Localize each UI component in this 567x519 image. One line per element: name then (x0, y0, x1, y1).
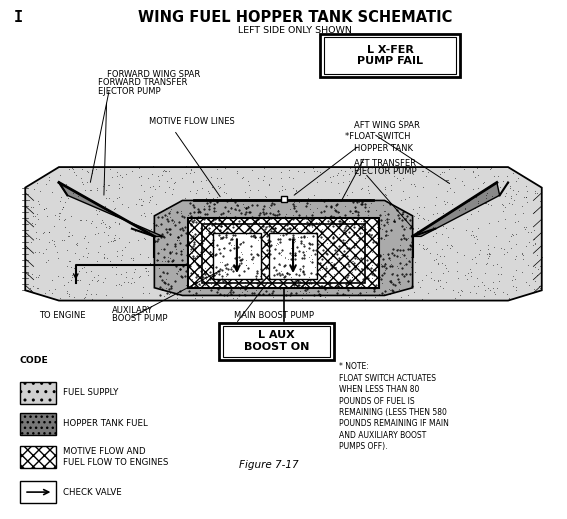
Bar (320, 34, 460, 77)
Bar (324, 37, 456, 74)
Text: CODE: CODE (20, 356, 48, 365)
Text: AFT TRANSFER: AFT TRANSFER (354, 159, 416, 168)
Text: MOTIVE FLOW LINES: MOTIVE FLOW LINES (149, 117, 235, 126)
Bar (202, 224, 365, 283)
Text: EJECTOR PUMP: EJECTOR PUMP (98, 87, 161, 96)
Text: EJECTOR PUMP: EJECTOR PUMP (354, 167, 416, 176)
Text: FUEL FLOW TO ENGINES: FUEL FLOW TO ENGINES (64, 458, 169, 467)
Bar (20, 381, 56, 404)
Text: CHECK VALVE: CHECK VALVE (64, 487, 122, 497)
Text: *FLOAT SWITCH: *FLOAT SWITCH (345, 132, 411, 141)
Text: TO ENGINE: TO ENGINE (39, 311, 86, 320)
Text: HOPPER TANK FUEL: HOPPER TANK FUEL (64, 419, 148, 428)
Bar (20, 413, 56, 435)
Text: LEFT SIDE ONLY SHOWN: LEFT SIDE ONLY SHOWN (238, 26, 352, 35)
Text: I: I (14, 10, 23, 25)
Text: FUEL SUPPLY: FUEL SUPPLY (64, 389, 119, 398)
Text: * NOTE:
FLOAT SWITCH ACTUATES
WHEN LESS THAN 80
POUNDS OF FUEL IS
REMAINING (LES: * NOTE: FLOAT SWITCH ACTUATES WHEN LESS … (338, 362, 448, 452)
Text: HOPPER TANK: HOPPER TANK (354, 144, 413, 153)
Bar (20, 481, 56, 503)
Bar (188, 218, 379, 288)
Text: L X-FER
PUMP FAIL: L X-FER PUMP FAIL (357, 45, 423, 66)
Text: BOOST PUMP: BOOST PUMP (112, 314, 168, 323)
Bar (20, 446, 56, 469)
Bar (219, 323, 334, 360)
Bar (269, 233, 317, 279)
Text: MOTIVE FLOW AND: MOTIVE FLOW AND (64, 447, 146, 456)
Text: MAIN BOOST PUMP: MAIN BOOST PUMP (234, 311, 314, 320)
Text: Figure 7-17: Figure 7-17 (239, 460, 298, 470)
Text: WING FUEL HOPPER TANK SCHEMATIC: WING FUEL HOPPER TANK SCHEMATIC (138, 10, 452, 25)
Text: L AUX
BOOST ON: L AUX BOOST ON (244, 330, 309, 352)
Polygon shape (26, 167, 541, 301)
Text: FORWARD TRANSFER: FORWARD TRANSFER (98, 78, 188, 88)
Bar (223, 326, 330, 357)
Polygon shape (154, 200, 413, 295)
Polygon shape (413, 183, 500, 236)
Text: AUXILARY: AUXILARY (112, 306, 154, 315)
Text: AFT WING SPAR: AFT WING SPAR (354, 120, 420, 130)
Bar (213, 233, 261, 279)
Text: FORWARD WING SPAR: FORWARD WING SPAR (107, 70, 200, 79)
Polygon shape (59, 183, 163, 236)
